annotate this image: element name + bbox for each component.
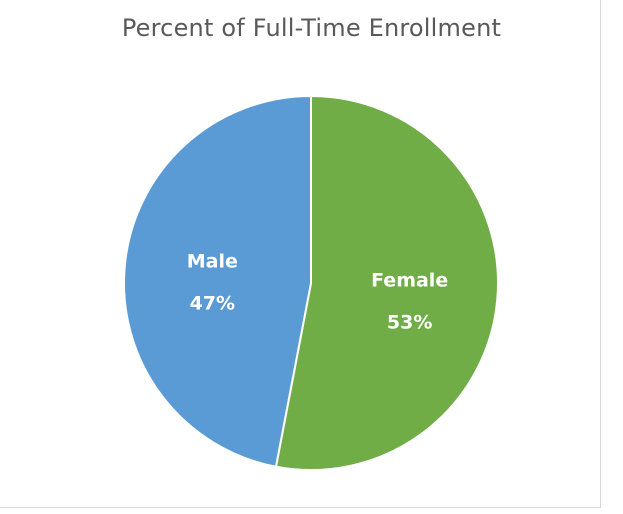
pie-slice-female [274, 94, 499, 471]
pie-slice-male [123, 94, 312, 468]
pie-label-male-name: Male [187, 251, 238, 273]
pie-label-female-value: 53% [387, 311, 432, 333]
chart-title: Percent of Full-Time Enrollment [121, 14, 502, 42]
pie-labels: Female 53% Male 47% [187, 251, 448, 334]
pie-label-male-value: 47% [190, 293, 235, 315]
pie-label-female-name: Female [371, 269, 448, 291]
pie-slices [123, 94, 499, 471]
